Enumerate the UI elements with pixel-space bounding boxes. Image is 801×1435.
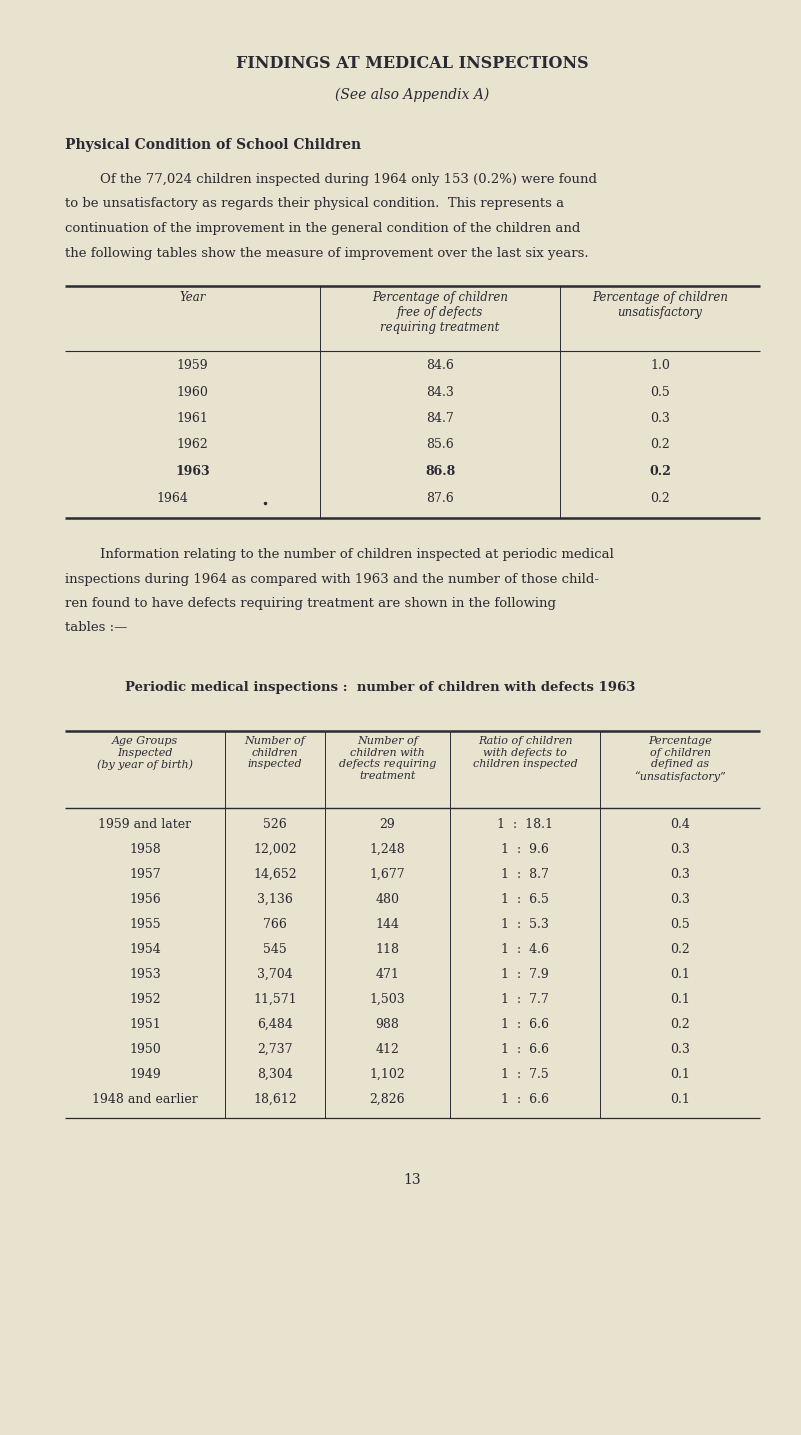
Text: 0.3: 0.3: [670, 842, 690, 857]
Text: 0.5: 0.5: [650, 386, 670, 399]
Text: 1962: 1962: [177, 439, 208, 452]
Text: 480: 480: [376, 893, 400, 905]
Text: Periodic medical inspections :  number of children with defects 1963: Periodic medical inspections : number of…: [125, 682, 635, 695]
Text: ren found to have defects requiring treatment are shown in the following: ren found to have defects requiring trea…: [65, 597, 556, 610]
Text: 0.4: 0.4: [670, 818, 690, 831]
Text: 1955: 1955: [129, 918, 161, 931]
Text: 1949: 1949: [129, 1068, 161, 1081]
Text: Information relating to the number of children inspected at periodic medical: Information relating to the number of ch…: [100, 548, 614, 561]
Text: 1956: 1956: [129, 893, 161, 905]
Text: 1963: 1963: [175, 465, 210, 478]
Text: 1  :  8.7: 1 : 8.7: [501, 868, 549, 881]
Text: 1.0: 1.0: [650, 359, 670, 372]
Text: 1960: 1960: [176, 386, 208, 399]
Text: 12,002: 12,002: [253, 842, 297, 857]
Text: the following tables show the measure of improvement over the last six years.: the following tables show the measure of…: [65, 247, 589, 260]
Text: 0.2: 0.2: [650, 492, 670, 505]
Text: 6,484: 6,484: [257, 1017, 293, 1030]
Text: 0.3: 0.3: [670, 893, 690, 905]
Text: 1,102: 1,102: [369, 1068, 405, 1081]
Text: 87.6: 87.6: [426, 492, 454, 505]
Text: Percentage of children
unsatisfactory: Percentage of children unsatisfactory: [592, 291, 728, 319]
Text: FINDINGS AT MEDICAL INSPECTIONS: FINDINGS AT MEDICAL INSPECTIONS: [236, 55, 589, 72]
Text: 1954: 1954: [129, 943, 161, 956]
Text: Ratio of children
with defects to
children inspected: Ratio of children with defects to childr…: [473, 736, 578, 769]
Text: 1  :  7.9: 1 : 7.9: [501, 969, 549, 982]
Text: 1  :  4.6: 1 : 4.6: [501, 943, 549, 956]
Text: 1,503: 1,503: [369, 993, 405, 1006]
Text: 2,737: 2,737: [257, 1043, 292, 1056]
Text: 1958: 1958: [129, 842, 161, 857]
Text: 0.2: 0.2: [670, 943, 690, 956]
Text: 1957: 1957: [129, 868, 161, 881]
Text: 526: 526: [263, 818, 287, 831]
Text: 1950: 1950: [129, 1043, 161, 1056]
Text: Age Groups
Inspected
(by year of birth): Age Groups Inspected (by year of birth): [97, 736, 193, 769]
Text: 1  :  6.5: 1 : 6.5: [501, 893, 549, 905]
Text: 0.1: 0.1: [670, 969, 690, 982]
Text: to be unsatisfactory as regards their physical condition.  This represents a: to be unsatisfactory as regards their ph…: [65, 198, 564, 211]
Text: 3,136: 3,136: [257, 893, 293, 905]
Text: 0.3: 0.3: [670, 868, 690, 881]
Text: 2,826: 2,826: [370, 1093, 405, 1106]
Text: 412: 412: [376, 1043, 400, 1056]
Text: Of the 77,024 children inspected during 1964 only 153 (0.2%) were found: Of the 77,024 children inspected during …: [100, 174, 597, 187]
Text: Year: Year: [179, 291, 206, 304]
Text: 1959: 1959: [177, 359, 208, 372]
Text: 1948 and earlier: 1948 and earlier: [92, 1093, 198, 1106]
Text: 1  :  6.6: 1 : 6.6: [501, 1017, 549, 1030]
Text: 1959 and later: 1959 and later: [99, 818, 191, 831]
Text: 144: 144: [376, 918, 400, 931]
Text: 1951: 1951: [129, 1017, 161, 1030]
Text: 0.3: 0.3: [670, 1043, 690, 1056]
Text: 545: 545: [263, 943, 287, 956]
Text: 471: 471: [376, 969, 400, 982]
Text: 0.5: 0.5: [670, 918, 690, 931]
Text: 1961: 1961: [176, 412, 208, 425]
Text: 0.1: 0.1: [670, 993, 690, 1006]
Text: 11,571: 11,571: [253, 993, 297, 1006]
Text: 1  :  6.6: 1 : 6.6: [501, 1043, 549, 1056]
Text: 0.2: 0.2: [649, 465, 671, 478]
Text: 13: 13: [404, 1172, 421, 1187]
Text: 3,704: 3,704: [257, 969, 293, 982]
Text: Physical Condition of School Children: Physical Condition of School Children: [65, 138, 361, 152]
Text: (See also Appendix A): (See also Appendix A): [336, 88, 489, 102]
Text: 0.2: 0.2: [670, 1017, 690, 1030]
Text: Number of
children
inspected: Number of children inspected: [244, 736, 305, 769]
Text: tables :—: tables :—: [65, 621, 127, 634]
Text: 29: 29: [380, 818, 396, 831]
Text: 84.7: 84.7: [426, 412, 454, 425]
Text: 84.6: 84.6: [426, 359, 454, 372]
Text: inspections during 1964 as compared with 1963 and the number of those child-: inspections during 1964 as compared with…: [65, 573, 599, 585]
Text: 1  :  7.7: 1 : 7.7: [501, 993, 549, 1006]
Text: 0.1: 0.1: [670, 1068, 690, 1081]
Text: 1  :  7.5: 1 : 7.5: [501, 1068, 549, 1081]
Text: 1  :  6.6: 1 : 6.6: [501, 1093, 549, 1106]
Text: 766: 766: [263, 918, 287, 931]
Text: 14,652: 14,652: [253, 868, 297, 881]
Text: 0.1: 0.1: [670, 1093, 690, 1106]
Text: 86.8: 86.8: [425, 465, 455, 478]
Text: 988: 988: [376, 1017, 400, 1030]
Text: 84.3: 84.3: [426, 386, 454, 399]
Text: 0.3: 0.3: [650, 412, 670, 425]
Text: 1  :  5.3: 1 : 5.3: [501, 918, 549, 931]
Text: Percentage of children
free of defects
requiring treatment: Percentage of children free of defects r…: [372, 291, 508, 334]
Text: 118: 118: [376, 943, 400, 956]
Text: 85.6: 85.6: [426, 439, 454, 452]
Text: 1,677: 1,677: [370, 868, 405, 881]
Text: 0.2: 0.2: [650, 439, 670, 452]
Text: 18,612: 18,612: [253, 1093, 297, 1106]
Text: Number of
children with
defects requiring
treatment: Number of children with defects requirin…: [339, 736, 437, 781]
Text: continuation of the improvement in the general condition of the children and: continuation of the improvement in the g…: [65, 222, 581, 235]
Text: 1,248: 1,248: [369, 842, 405, 857]
Text: 8,304: 8,304: [257, 1068, 293, 1081]
Text: 1  :  9.6: 1 : 9.6: [501, 842, 549, 857]
Text: Percentage
of children
defined as
“unsatisfactory”: Percentage of children defined as “unsat…: [634, 736, 726, 782]
Text: 1953: 1953: [129, 969, 161, 982]
Text: 1952: 1952: [129, 993, 161, 1006]
Text: 1  :  18.1: 1 : 18.1: [497, 818, 553, 831]
Text: 1964: 1964: [156, 492, 188, 505]
